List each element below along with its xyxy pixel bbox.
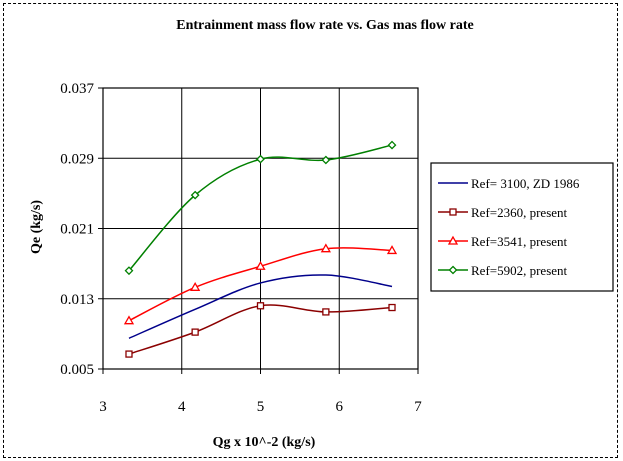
data-point (123, 315, 135, 325)
series-group (123, 140, 398, 358)
y-tick-label: 0.021 (60, 222, 94, 238)
x-tick-label: 5 (257, 399, 265, 415)
y-tick-label: 0.005 (60, 362, 94, 378)
data-point (448, 265, 458, 275)
legend-item: Ref=3541, present (438, 234, 568, 249)
series-3 (123, 243, 398, 325)
series-4 (124, 140, 397, 276)
data-point (449, 208, 457, 216)
legend-label: Ref=2360, present (471, 205, 568, 220)
data-point (386, 245, 398, 255)
chart-title: Entrainment mass flow rate vs. Gas mas f… (176, 18, 473, 33)
series-line (128, 274, 393, 339)
figure-frame (3, 3, 618, 458)
data-point (388, 303, 396, 312)
x-tick-label: 7 (414, 399, 422, 415)
legend: Ref= 3100, ZD 1986 Ref=2360, present Ref=3… (430, 162, 614, 292)
data-point (255, 260, 266, 270)
legend-label: Ref=5902, present (471, 263, 568, 278)
legend-label: Ref=3541, present (471, 234, 568, 249)
x-tick-label: 4 (178, 399, 186, 415)
x-axis-label: Qg x 10^-2 (kg/s) (213, 435, 316, 450)
legend-label: Ref= 3100, ZD 1986 (471, 176, 580, 191)
x-tick-label: 6 (336, 399, 344, 415)
x-axis-ticks: 3 4 5 6 7 (99, 369, 422, 415)
data-point (190, 190, 200, 200)
data-point (256, 154, 265, 164)
series-2 (125, 302, 396, 358)
data-point (124, 266, 134, 276)
y-tick-label: 0.029 (60, 151, 94, 167)
data-point (447, 235, 459, 245)
legend-item: Ref= 3100, ZD 1986 (438, 176, 580, 191)
y-axis-ticks: 0.005 0.013 0.021 0.029 0.037 (60, 81, 103, 378)
series-1 (128, 274, 393, 339)
data-point (322, 308, 330, 316)
data-point (321, 155, 331, 165)
x-tick-label: 3 (99, 399, 107, 415)
y-axis-label: Qe (kg/s) (29, 200, 44, 254)
data-point (191, 328, 199, 336)
y-tick-label: 0.037 (60, 81, 94, 97)
data-point (190, 282, 201, 291)
data-point (320, 243, 331, 253)
data-point (387, 140, 397, 150)
y-tick-label: 0.013 (60, 292, 94, 308)
data-point (256, 302, 265, 310)
legend-item: Ref=2360, present (438, 205, 568, 220)
legend-item: Ref=5902, present (438, 263, 568, 278)
data-point (125, 350, 133, 358)
grid (103, 88, 418, 369)
